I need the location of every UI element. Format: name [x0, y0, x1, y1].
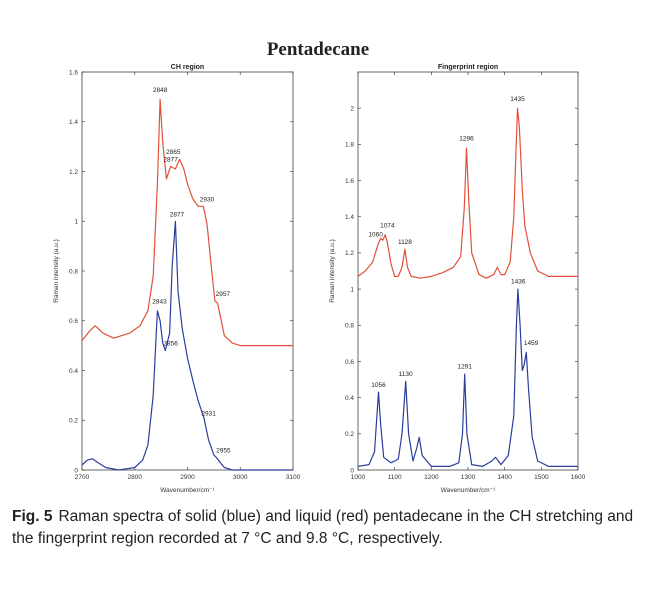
x-tick-label: 1300 — [461, 474, 476, 481]
y-tick-label: 1.6 — [69, 69, 78, 76]
peak-label: 2930 — [200, 196, 215, 203]
peak-label: 2865 — [166, 149, 181, 156]
y-tick-label: 0.2 — [69, 418, 78, 425]
x-tick-label: 3100 — [286, 474, 301, 481]
figure-caption: Fig. 5 Raman spectra of solid (blue) and … — [12, 506, 637, 550]
plot-frame — [81, 71, 294, 471]
peak-label: 1459 — [524, 340, 539, 347]
y-tick-label: 0 — [350, 467, 354, 474]
liquid-spectrum-line — [357, 107, 578, 279]
y-tick-label: 0.2 — [345, 431, 354, 438]
peak-label: 2877 — [163, 157, 178, 164]
y-axis-label: Raman intensity (a.u.) — [53, 239, 60, 303]
ch-region-panel: CH region 2700 2800 2900 3000 3100 0 0.2 0.4 0.6 0… — [53, 64, 301, 494]
peak-label: 2843 — [152, 298, 167, 305]
y-tick-label: 1.6 — [345, 178, 354, 185]
x-tick-label: 1100 — [388, 474, 402, 481]
x-tick-label: 2900 — [180, 474, 195, 481]
x-tick-label: 2700 — [75, 474, 90, 481]
peak-label: 1056 — [371, 382, 386, 389]
figure-title: Pentadecane — [267, 39, 369, 60]
y-tick-label: 0.4 — [69, 368, 78, 375]
x-axis-label: Wavenumber/cm⁻¹ — [160, 487, 215, 494]
solid-spectrum-line — [81, 220, 293, 471]
x-tick-label: 1600 — [571, 474, 586, 481]
y-tick-label: 1.4 — [69, 119, 78, 126]
x-tick-label: 2800 — [128, 474, 143, 481]
panel-title: CH region — [171, 64, 204, 71]
y-tick-label: 0 — [74, 467, 78, 474]
peak-label: 1436 — [511, 279, 526, 286]
peak-label: 2955 — [216, 448, 231, 455]
peak-label: 1435 — [510, 96, 525, 103]
liquid-spectrum-line — [81, 98, 293, 347]
peak-label: 1130 — [399, 371, 413, 378]
y-tick-label: 1.2 — [345, 250, 354, 257]
y-tick-label: 1.8 — [345, 142, 354, 149]
y-tick-label: 0.8 — [69, 268, 78, 275]
caption-text: Raman spectra of solid (blue) and liquid… — [12, 508, 634, 547]
x-tick-label: 3000 — [233, 474, 248, 481]
x-tick-label: 1200 — [424, 474, 439, 481]
peak-label: 1296 — [459, 136, 474, 143]
y-tick-label: 2 — [350, 105, 354, 112]
figure: Pentadecane CH region 2700 2800 2900 3000 310… — [53, 39, 586, 494]
solid-spectrum-line — [357, 288, 578, 467]
y-tick-label: 0.6 — [345, 359, 354, 366]
panel-title: Fingerprint region — [438, 64, 498, 71]
y-tick-label: 0.6 — [69, 318, 78, 325]
peak-label: 1128 — [398, 239, 412, 246]
y-tick-label: 1.2 — [69, 169, 78, 176]
fingerprint-region-panel: Fingerprint region 1000 1100 1200 1300 1400 15… — [329, 64, 586, 494]
peak-label: 1060 — [368, 232, 383, 239]
peak-label: 2848 — [153, 87, 168, 94]
peak-label: 2957 — [216, 291, 231, 298]
y-tick-label: 0.4 — [345, 395, 354, 402]
caption-label: Fig. 5 — [12, 508, 53, 525]
peak-label: 1291 — [457, 364, 472, 371]
peak-label: 1074 — [380, 223, 395, 230]
y-tick-label: 1.4 — [345, 214, 354, 221]
x-tick-label: 1000 — [351, 474, 366, 481]
x-tick-label: 1400 — [497, 474, 512, 481]
y-tick-label: 1 — [350, 286, 354, 293]
peak-label: 2856 — [163, 341, 178, 348]
y-axis-label: Raman intensity (a.u.) — [329, 239, 336, 303]
x-tick-label: 1500 — [534, 474, 549, 481]
y-tick-label: 0.8 — [345, 323, 354, 330]
x-axis-label: Wavenumber/cm⁻¹ — [441, 487, 496, 494]
plot-frame — [357, 71, 579, 471]
peak-label: 2877 — [170, 211, 185, 218]
peak-label: 2931 — [201, 410, 216, 417]
y-tick-label: 1 — [74, 219, 78, 226]
